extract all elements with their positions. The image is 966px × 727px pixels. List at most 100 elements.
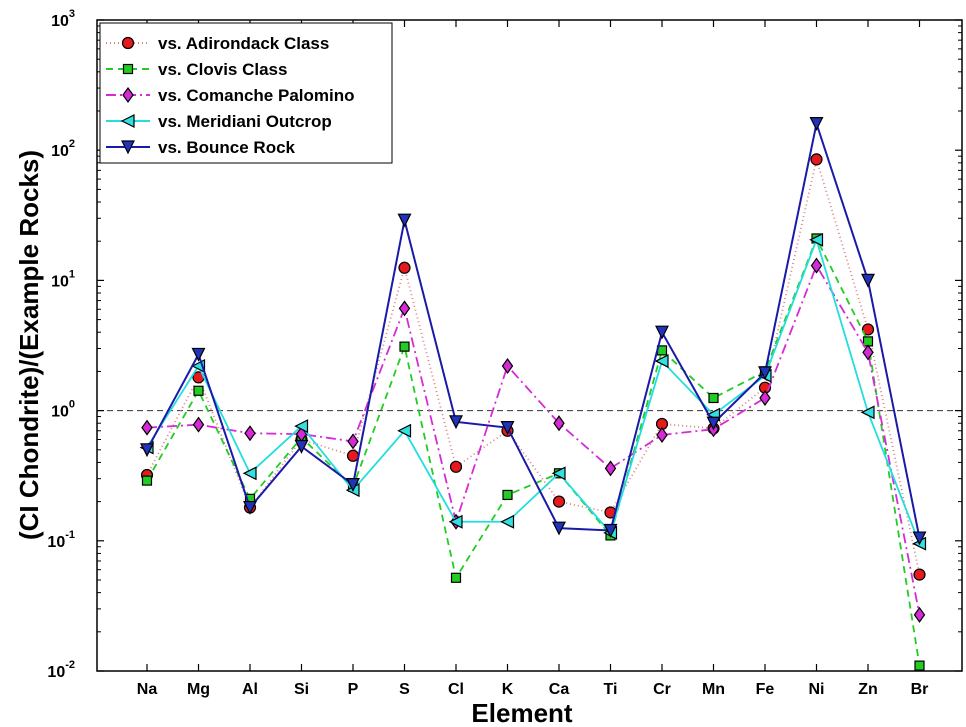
data-point xyxy=(141,419,153,436)
data-point xyxy=(810,257,823,274)
x-tick-label: Ni xyxy=(809,681,825,698)
data-point xyxy=(913,606,926,623)
data-point xyxy=(294,419,309,434)
data-point xyxy=(552,495,566,508)
data-point xyxy=(862,344,874,361)
legend-label: vs. Adirondack Class xyxy=(158,34,329,53)
legend-item: vs. Meridiani Outcrop xyxy=(106,112,332,131)
data-point xyxy=(603,523,618,538)
y-tick-label: 103 xyxy=(51,8,75,30)
x-tick-label: Cl xyxy=(448,681,464,698)
data-point xyxy=(242,466,257,481)
data-point xyxy=(912,531,927,546)
legend-label: vs. Clovis Class xyxy=(158,60,287,79)
data-point xyxy=(398,261,411,274)
data-point xyxy=(346,449,360,462)
legend-item: vs. Comanche Palomino xyxy=(106,86,355,105)
legend-marker xyxy=(120,114,135,128)
data-point xyxy=(759,389,771,407)
series-line xyxy=(146,155,921,575)
legend-item: vs. Adirondack Class xyxy=(106,34,329,53)
data-point xyxy=(861,273,875,288)
data-point xyxy=(914,660,925,671)
data-point xyxy=(552,521,566,536)
data-point xyxy=(708,392,719,404)
legend-item: vs. Clovis Class xyxy=(106,60,287,79)
data-point xyxy=(654,354,669,369)
y-tick-label: 10-1 xyxy=(47,529,75,551)
legend: vs. Adirondack Class vs. Clovis Class vs. … xyxy=(99,22,393,164)
data-point xyxy=(501,357,514,375)
legend-marker xyxy=(122,86,134,104)
legend-label: vs. Bounce Rock xyxy=(158,138,296,157)
series-5 xyxy=(140,117,927,546)
legend-label: vs. Comanche Palomino xyxy=(158,86,355,105)
data-point xyxy=(399,341,410,352)
x-tick-label: Zn xyxy=(858,681,878,698)
data-point xyxy=(449,415,463,430)
legend-item: vs. Bounce Rock xyxy=(106,138,296,157)
series-line xyxy=(146,119,921,539)
x-tick-label: S xyxy=(399,681,410,698)
data-point xyxy=(191,347,206,362)
x-tick-label: Si xyxy=(294,681,309,698)
x-tick-label: Al xyxy=(242,681,258,698)
legend-marker xyxy=(121,140,135,155)
data-point xyxy=(244,425,256,442)
data-point xyxy=(193,385,204,396)
data-point xyxy=(810,153,823,166)
data-point xyxy=(502,489,513,501)
y-tick-label: 10-2 xyxy=(47,659,75,681)
data-point xyxy=(397,423,412,438)
data-point xyxy=(398,300,411,317)
data-point xyxy=(551,466,566,481)
data-point xyxy=(809,232,824,247)
data-point xyxy=(294,439,309,454)
y-tick-label: 101 xyxy=(51,268,75,290)
series-line xyxy=(146,237,921,545)
data-point xyxy=(913,568,926,581)
data-point xyxy=(809,117,824,131)
legend-box xyxy=(99,22,393,164)
x-axis-title: Element xyxy=(471,698,572,727)
x-tick-label: Mg xyxy=(187,681,210,698)
data-point xyxy=(604,460,617,477)
data-point xyxy=(450,572,462,583)
x-tick-label: Na xyxy=(137,681,158,698)
x-tick-label: Br xyxy=(911,681,929,698)
data-point xyxy=(397,213,412,228)
data-point xyxy=(553,415,565,432)
x-tick-label: Cr xyxy=(653,681,671,698)
legend-marker xyxy=(121,36,135,50)
data-point xyxy=(347,433,359,450)
data-point xyxy=(500,421,515,435)
data-point xyxy=(706,416,721,431)
data-point xyxy=(448,514,463,529)
data-point xyxy=(655,325,669,340)
y-tick-label: 102 xyxy=(51,138,75,160)
data-point xyxy=(500,514,515,529)
x-tick-label: Fe xyxy=(756,681,775,698)
data-point xyxy=(243,500,257,515)
x-tick-label: P xyxy=(348,681,359,698)
x-tick-label: Ca xyxy=(549,681,570,698)
data-point xyxy=(860,405,875,420)
legend-marker xyxy=(122,63,134,75)
data-point xyxy=(346,478,360,492)
series-3 xyxy=(141,257,926,623)
data-point xyxy=(141,475,153,486)
legend-label: vs. Meridiani Outcrop xyxy=(158,112,332,131)
series-layer xyxy=(139,117,927,671)
x-tick-label: K xyxy=(502,681,514,698)
data-point xyxy=(656,426,668,443)
x-tick-label: Ti xyxy=(604,681,618,698)
x-tick-label: Mn xyxy=(702,681,725,698)
data-point xyxy=(449,460,463,473)
y-tick-label: 100 xyxy=(51,399,75,421)
series-line xyxy=(146,236,921,666)
data-point xyxy=(861,323,875,336)
data-point xyxy=(758,366,772,381)
series-line xyxy=(146,263,921,616)
data-point xyxy=(140,443,154,458)
